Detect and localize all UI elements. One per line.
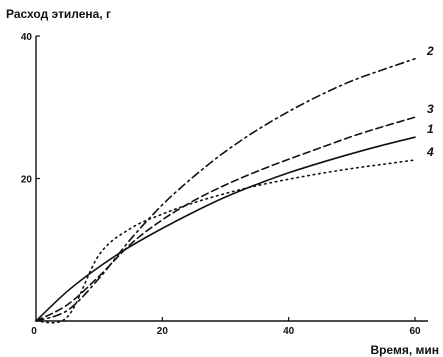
y-tick-label: 40 xyxy=(21,32,33,43)
tick-label-origin: 0 xyxy=(31,326,37,337)
x-tick-label: 60 xyxy=(409,326,421,337)
series-lines xyxy=(35,58,416,324)
series-labels: 1 2 3 4 xyxy=(426,44,434,159)
series-line-3 xyxy=(35,116,416,322)
series-line-1 xyxy=(35,136,416,322)
series-label-4: 4 xyxy=(426,145,434,159)
y-tick-label: 20 xyxy=(21,175,33,186)
y-axis-label: Расход этилена, г xyxy=(6,7,111,21)
x-axis-label: Время, мин xyxy=(370,343,439,357)
series-label-2: 2 xyxy=(426,44,434,58)
x-tick-label: 40 xyxy=(283,326,295,337)
x-tick-label: 20 xyxy=(157,326,169,337)
series-line-2 xyxy=(35,58,416,322)
axes xyxy=(35,35,428,322)
series-line-4 xyxy=(35,159,416,324)
series-label-3: 3 xyxy=(427,102,434,116)
tick-labels: 0 20 40 60 20 40 xyxy=(21,32,421,337)
series-label-1: 1 xyxy=(427,122,434,136)
